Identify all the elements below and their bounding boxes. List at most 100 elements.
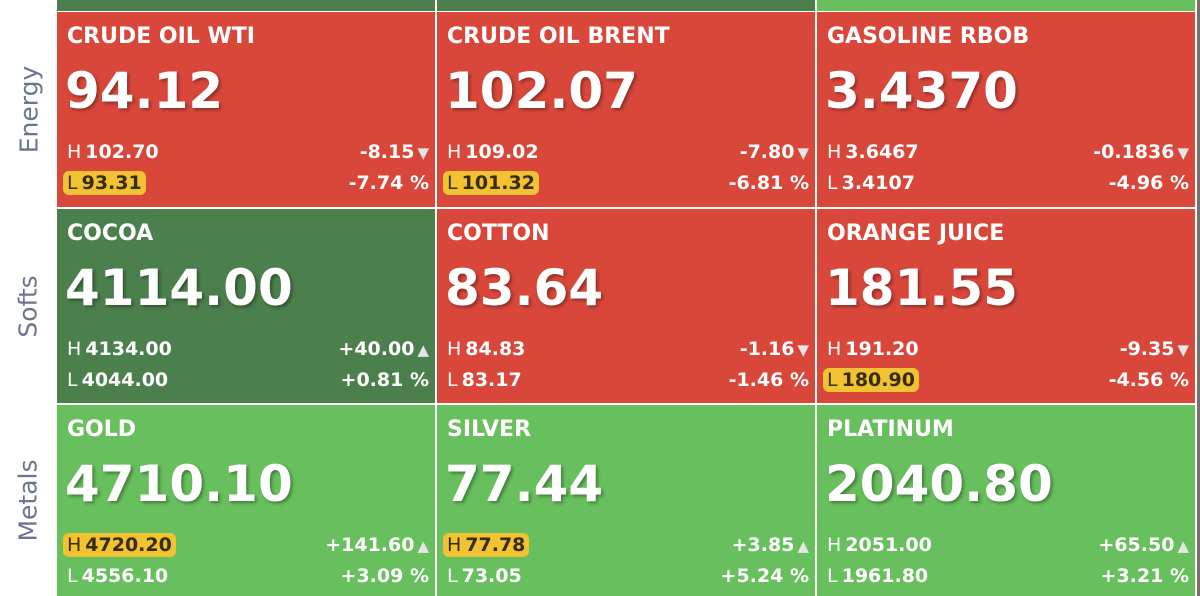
low-row: L 4556.10 +3.09 %	[63, 564, 429, 592]
change: +65.50 ▲	[1098, 534, 1189, 556]
low-row: L 83.17 -1.46 %	[443, 368, 809, 396]
commodity-name: GOLD	[67, 417, 137, 442]
percent: -4.96 %	[1109, 172, 1189, 194]
high-value: H 102.70	[63, 140, 163, 164]
price: 2040.80	[825, 455, 1053, 513]
low-value: L 3.4107	[823, 171, 919, 195]
change-value: -9.35	[1119, 338, 1175, 360]
low: 83.17	[461, 369, 522, 391]
change-value: +65.50	[1098, 534, 1175, 556]
high-row: H 84.83 -1.16 ▼	[443, 337, 809, 365]
price: 77.44	[445, 455, 604, 513]
percent: -4.56 %	[1109, 369, 1189, 391]
commodity-tile[interactable]: ORANGE JUICE 181.55 H 191.20 -9.35 ▼ L 180.90 -4…	[817, 209, 1195, 403]
low: 4044.00	[81, 369, 169, 391]
group-label: Energy	[0, 12, 57, 207]
price: 83.64	[445, 259, 604, 317]
commodity-tile[interactable]: CRUDE OIL WTI 94.12 H 102.70 -8.15 ▼ L 93.31 -7.…	[57, 12, 435, 207]
commodity-name: PLATINUM	[827, 417, 954, 442]
high-label: H	[827, 534, 842, 556]
high-row: H 109.02 -7.80 ▼	[443, 140, 809, 168]
high: 3.6467	[845, 141, 919, 163]
price: 102.07	[445, 62, 638, 120]
change: -7.80 ▼	[740, 141, 809, 163]
low: 180.90	[841, 369, 915, 391]
percent: +0.81 %	[341, 369, 429, 391]
commodity-tile[interactable]: CRUDE OIL BRENT 102.07 H 109.02 -7.80 ▼ L 101.3…	[437, 12, 815, 207]
commodity-tile[interactable]: SILVER 77.44 H 77.78 +3.85 ▲ L 73.05 +5.24 %	[437, 405, 815, 596]
group-name: Energy	[14, 65, 43, 154]
price: 181.55	[825, 259, 1018, 317]
low-label: L	[67, 369, 78, 391]
price: 4114.00	[65, 259, 293, 317]
high-row: H 191.20 -9.35 ▼	[823, 337, 1189, 365]
low-label: L	[447, 369, 458, 391]
low-value: L 83.17	[443, 368, 526, 392]
high-label: H	[447, 534, 462, 556]
high-row: H 77.78 +3.85 ▲	[443, 533, 809, 561]
commodity-name: COTTON	[447, 221, 550, 246]
change-value: +141.60	[325, 534, 415, 556]
low: 101.32	[461, 172, 535, 194]
percent-value: +3.09 %	[340, 565, 429, 587]
high-value: H 2051.00	[823, 533, 936, 557]
commodity-tile[interactable]: PLATINUM 2040.80 H 2051.00 +65.50 ▲ L 1961.80 +3…	[817, 405, 1195, 596]
high-row: H 4134.00 +40.00 ▲	[63, 337, 429, 365]
high-label: H	[67, 534, 82, 556]
price: 94.12	[65, 62, 224, 120]
high-value: H 4720.20	[63, 533, 176, 557]
group-name: Softs	[14, 274, 44, 338]
commodity-tile[interactable]: COTTON 83.64 H 84.83 -1.16 ▼ L 83.17 -1.46 %	[437, 209, 815, 403]
percent-value: +3.21 %	[1100, 565, 1189, 587]
high: 4134.00	[85, 338, 172, 360]
low-value: L 4044.00	[63, 368, 172, 392]
tile-edge	[57, 0, 435, 11]
percent-value: -1.46 %	[728, 369, 809, 391]
tile-edge	[1197, 0, 1200, 596]
high-value: H 191.20	[823, 337, 923, 361]
change-value: -1.16	[739, 338, 795, 360]
low-label: L	[827, 369, 838, 391]
commodity-name: CRUDE OIL BRENT	[447, 24, 670, 49]
percent-value: -6.81 %	[728, 172, 809, 194]
direction-arrow: ▼	[797, 144, 809, 162]
high-row: H 102.70 -8.15 ▼	[63, 140, 429, 168]
low-label: L	[827, 172, 838, 194]
commodity-tile[interactable]: GASOLINE RBOB 3.4370 H 3.6467 -0.1836 ▼ L 3.410…	[817, 12, 1195, 207]
direction-arrow: ▼	[797, 341, 809, 359]
commodity-tile[interactable]: GOLD 4710.10 H 4720.20 +141.60 ▲ L 4556.10 +3.09…	[57, 405, 435, 596]
price: 4710.10	[65, 455, 293, 513]
percent: -6.81 %	[729, 172, 809, 194]
low-value: L 93.31	[63, 171, 146, 195]
change: -8.15 ▼	[360, 141, 429, 163]
change: -9.35 ▼	[1120, 338, 1189, 360]
direction-arrow: ▲	[1177, 537, 1189, 555]
percent: -1.46 %	[729, 369, 809, 391]
high-value: H 4134.00	[63, 337, 176, 361]
tile-edge	[437, 0, 815, 11]
low-row: L 4044.00 +0.81 %	[63, 368, 429, 396]
price: 3.4370	[825, 62, 1018, 120]
commodity-tile[interactable]: COCOA 4114.00 H 4134.00 +40.00 ▲ L 4044.00 +0.81…	[57, 209, 435, 403]
high: 2051.00	[845, 534, 932, 556]
direction-arrow: ▼	[1177, 144, 1189, 162]
low: 93.31	[81, 172, 142, 194]
high-label: H	[67, 141, 82, 163]
low-label: L	[67, 565, 78, 587]
change: -1.16 ▼	[740, 338, 809, 360]
percent: +5.24 %	[721, 565, 809, 587]
high-label: H	[447, 338, 462, 360]
direction-arrow: ▲	[797, 537, 809, 555]
low-row: L 180.90 -4.56 %	[823, 368, 1189, 396]
percent-value: -4.96 %	[1108, 172, 1189, 194]
group-name: Metals	[14, 459, 44, 542]
low: 3.4107	[841, 172, 915, 194]
commodity-name: GASOLINE RBOB	[827, 24, 1030, 49]
percent-value: -7.74 %	[348, 172, 429, 194]
low: 4556.10	[81, 565, 169, 587]
high-value: H 77.78	[443, 533, 530, 557]
high-row: H 4720.20 +141.60 ▲	[63, 533, 429, 561]
change: +40.00 ▲	[338, 338, 429, 360]
low-value: L 180.90	[823, 368, 919, 392]
